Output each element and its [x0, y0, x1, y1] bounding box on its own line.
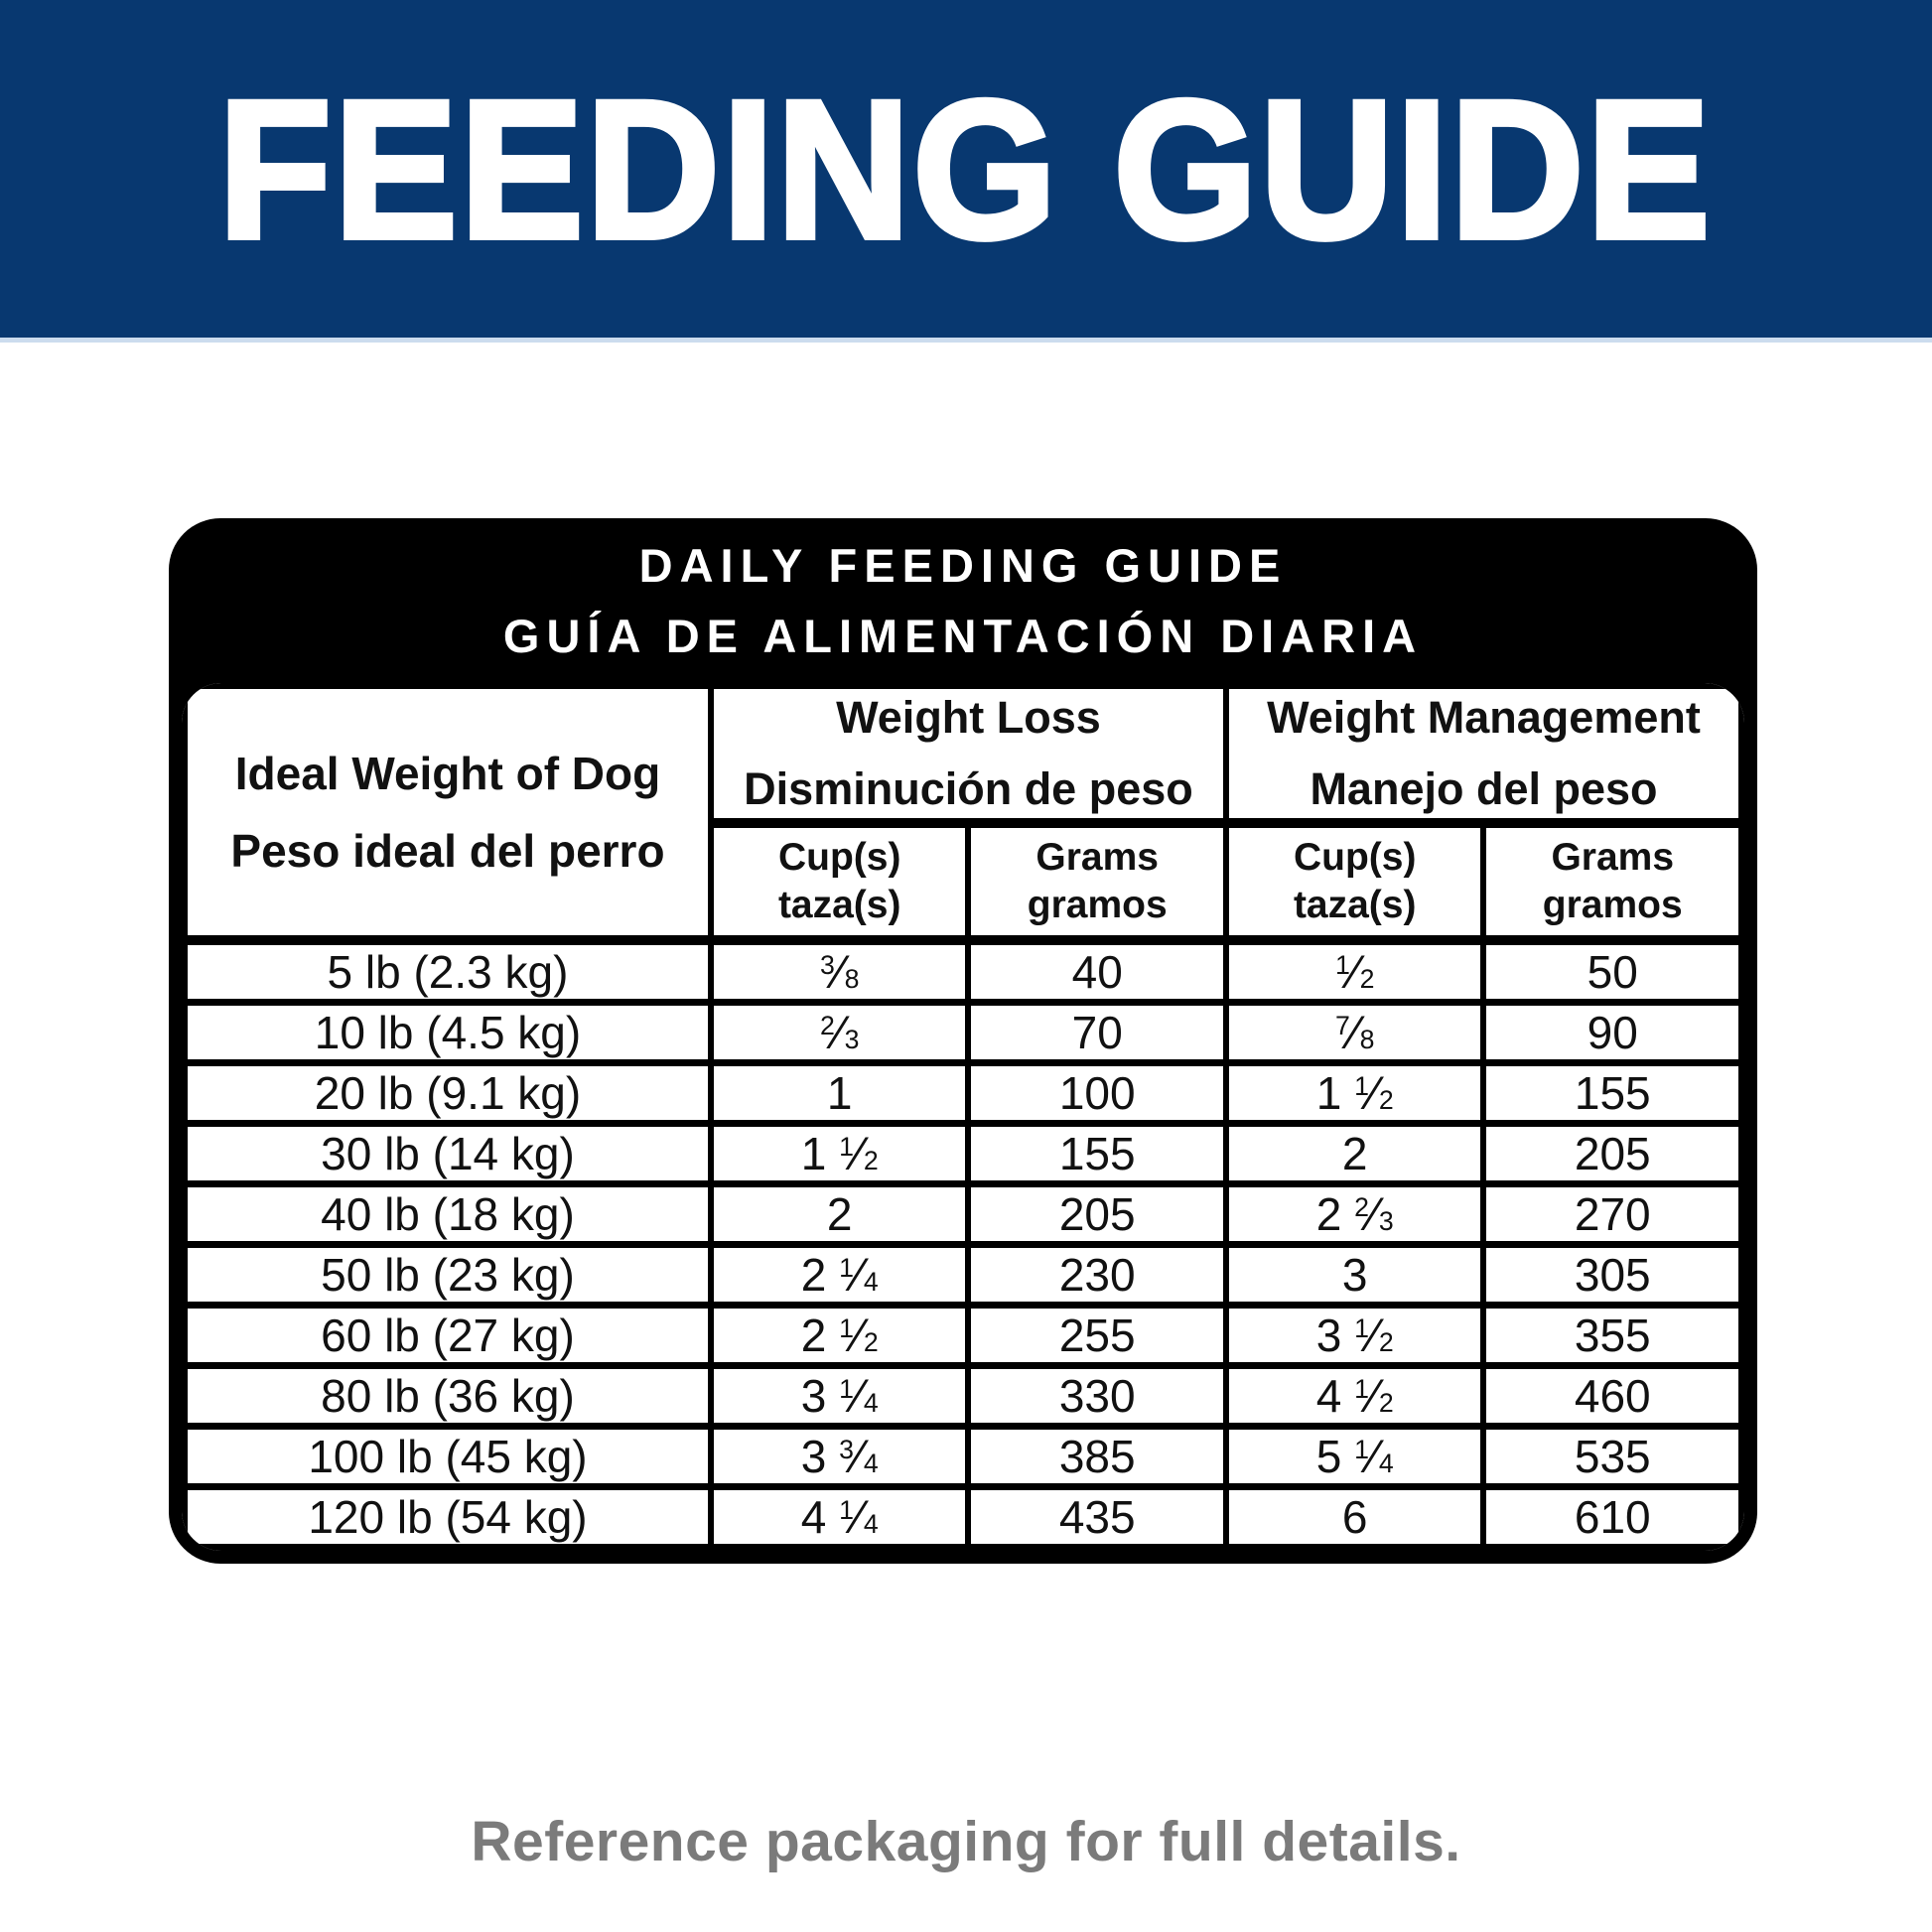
mgmt-grams-cell: 155: [1480, 1059, 1744, 1127]
loss-cups-cell: 3 1⁄4: [707, 1362, 972, 1430]
mgmt-grams-cell: 270: [1480, 1180, 1744, 1248]
weight-cell: 10 lb (4.5 kg): [182, 999, 714, 1066]
mgmt-cups-cell: 1 1⁄2: [1222, 1059, 1487, 1127]
table-row: 120 lb (54 kg) 4 1⁄4 435 6 610: [182, 1483, 1744, 1551]
weight-cell: 20 lb (9.1 kg): [182, 1059, 714, 1127]
loss-grams-cell: 155: [965, 1120, 1229, 1187]
mgmt-grams-cell: 90: [1480, 999, 1744, 1066]
weight-cell: 5 lb (2.3 kg): [182, 936, 714, 1006]
col-group-weight-loss-es: Disminución de peso: [744, 763, 1193, 814]
loss-grams-cell: 40: [965, 936, 1229, 1006]
loss-cups-cell: 2⁄3: [707, 999, 972, 1066]
header-banner: FEEDING GUIDE: [0, 0, 1932, 343]
page-title: FEEDING GUIDE: [216, 57, 1714, 282]
subheader-mgmt-grams: Grams gramos: [1480, 820, 1744, 945]
loss-cups-cell: 4 1⁄4: [707, 1483, 972, 1551]
loss-grams-cell: 205: [965, 1180, 1229, 1248]
weight-cell: 80 lb (36 kg): [182, 1362, 714, 1430]
table-row: 80 lb (36 kg) 3 1⁄4 330 4 1⁄2 460: [182, 1362, 1744, 1430]
table-row: 60 lb (27 kg) 2 1⁄2 255 3 1⁄2 355: [182, 1302, 1744, 1369]
feeding-table: Ideal Weight of Dog Peso ideal del perro…: [182, 683, 1744, 1551]
card-title: DAILY FEEDING GUIDE GUÍA DE ALIMENTACIÓN…: [182, 518, 1744, 683]
card-title-en: DAILY FEEDING GUIDE: [638, 539, 1288, 592]
table-row: 40 lb (18 kg) 2 205 2 2⁄3 270: [182, 1180, 1744, 1248]
loss-cups-cell: 3⁄8: [707, 936, 972, 1006]
loss-cups-cell: 1: [707, 1059, 972, 1127]
mgmt-grams-cell: 305: [1480, 1241, 1744, 1309]
loss-grams-cell: 435: [965, 1483, 1229, 1551]
mgmt-cups-cell: 5 1⁄4: [1222, 1423, 1487, 1490]
subheader-loss-cups: Cup(s) taza(s): [707, 820, 972, 945]
footer-note: Reference packaging for full details.: [471, 1810, 1461, 1873]
weight-cell: 60 lb (27 kg): [182, 1302, 714, 1369]
loss-cups-cell: 1 1⁄2: [707, 1120, 972, 1187]
weight-cell: 30 lb (14 kg): [182, 1120, 714, 1187]
mgmt-cups-cell: 3: [1222, 1241, 1487, 1309]
subheader-loss-grams: Grams gramos: [965, 820, 1229, 945]
weight-cell: 120 lb (54 kg): [182, 1483, 714, 1551]
col-group-weight-loss: Weight Loss Disminución de peso: [707, 683, 1229, 828]
subheader-mgmt-cups: Cup(s) taza(s): [1222, 820, 1487, 945]
table-row: 20 lb (9.1 kg) 1 100 1 1⁄2 155: [182, 1059, 1744, 1127]
mgmt-grams-cell: 205: [1480, 1120, 1744, 1187]
loss-cups-cell: 3 3⁄4: [707, 1423, 972, 1490]
table-row: 5 lb (2.3 kg) 3⁄8 40 1⁄2 50: [182, 936, 1744, 1006]
col-group-weight-management: Weight Management Manejo del peso: [1222, 683, 1744, 828]
col-header-ideal-weight: Ideal Weight of Dog Peso ideal del perro: [182, 683, 714, 945]
col-group-weight-loss-en: Weight Loss: [836, 692, 1101, 743]
loss-grams-cell: 330: [965, 1362, 1229, 1430]
feeding-guide-card: DAILY FEEDING GUIDE GUÍA DE ALIMENTACIÓN…: [169, 518, 1757, 1564]
table-row: 10 lb (4.5 kg) 2⁄3 70 7⁄8 90: [182, 999, 1744, 1066]
loss-grams-cell: 255: [965, 1302, 1229, 1369]
col-header-ideal-weight-en: Ideal Weight of Dog: [234, 748, 661, 799]
mgmt-grams-cell: 460: [1480, 1362, 1744, 1430]
col-header-ideal-weight-es: Peso ideal del perro: [230, 825, 665, 877]
mgmt-cups-cell: 2: [1222, 1120, 1487, 1187]
loss-cups-cell: 2 1⁄4: [707, 1241, 972, 1309]
loss-grams-cell: 385: [965, 1423, 1229, 1490]
mgmt-grams-cell: 535: [1480, 1423, 1744, 1490]
mgmt-cups-cell: 3 1⁄2: [1222, 1302, 1487, 1369]
feeding-table-frame: Ideal Weight of Dog Peso ideal del perro…: [182, 683, 1744, 1551]
table-row: 100 lb (45 kg) 3 3⁄4 385 5 1⁄4 535: [182, 1423, 1744, 1490]
loss-grams-cell: 100: [965, 1059, 1229, 1127]
loss-grams-cell: 70: [965, 999, 1229, 1066]
table-row: 30 lb (14 kg) 1 1⁄2 155 2 205: [182, 1120, 1744, 1187]
mgmt-grams-cell: 50: [1480, 936, 1744, 1006]
table-row: 50 lb (23 kg) 2 1⁄4 230 3 305: [182, 1241, 1744, 1309]
loss-grams-cell: 230: [965, 1241, 1229, 1309]
card-title-es: GUÍA DE ALIMENTACIÓN DIARIA: [502, 610, 1424, 662]
col-group-weight-management-en: Weight Management: [1267, 692, 1701, 743]
mgmt-cups-cell: 6: [1222, 1483, 1487, 1551]
mgmt-cups-cell: 7⁄8: [1222, 999, 1487, 1066]
weight-cell: 40 lb (18 kg): [182, 1180, 714, 1248]
mgmt-grams-cell: 610: [1480, 1483, 1744, 1551]
mgmt-cups-cell: 4 1⁄2: [1222, 1362, 1487, 1430]
weight-cell: 100 lb (45 kg): [182, 1423, 714, 1490]
mgmt-cups-cell: 1⁄2: [1222, 936, 1487, 1006]
loss-cups-cell: 2 1⁄2: [707, 1302, 972, 1369]
weight-cell: 50 lb (23 kg): [182, 1241, 714, 1309]
loss-cups-cell: 2: [707, 1180, 972, 1248]
mgmt-cups-cell: 2 2⁄3: [1222, 1180, 1487, 1248]
mgmt-grams-cell: 355: [1480, 1302, 1744, 1369]
col-group-weight-management-es: Manejo del peso: [1310, 763, 1658, 814]
